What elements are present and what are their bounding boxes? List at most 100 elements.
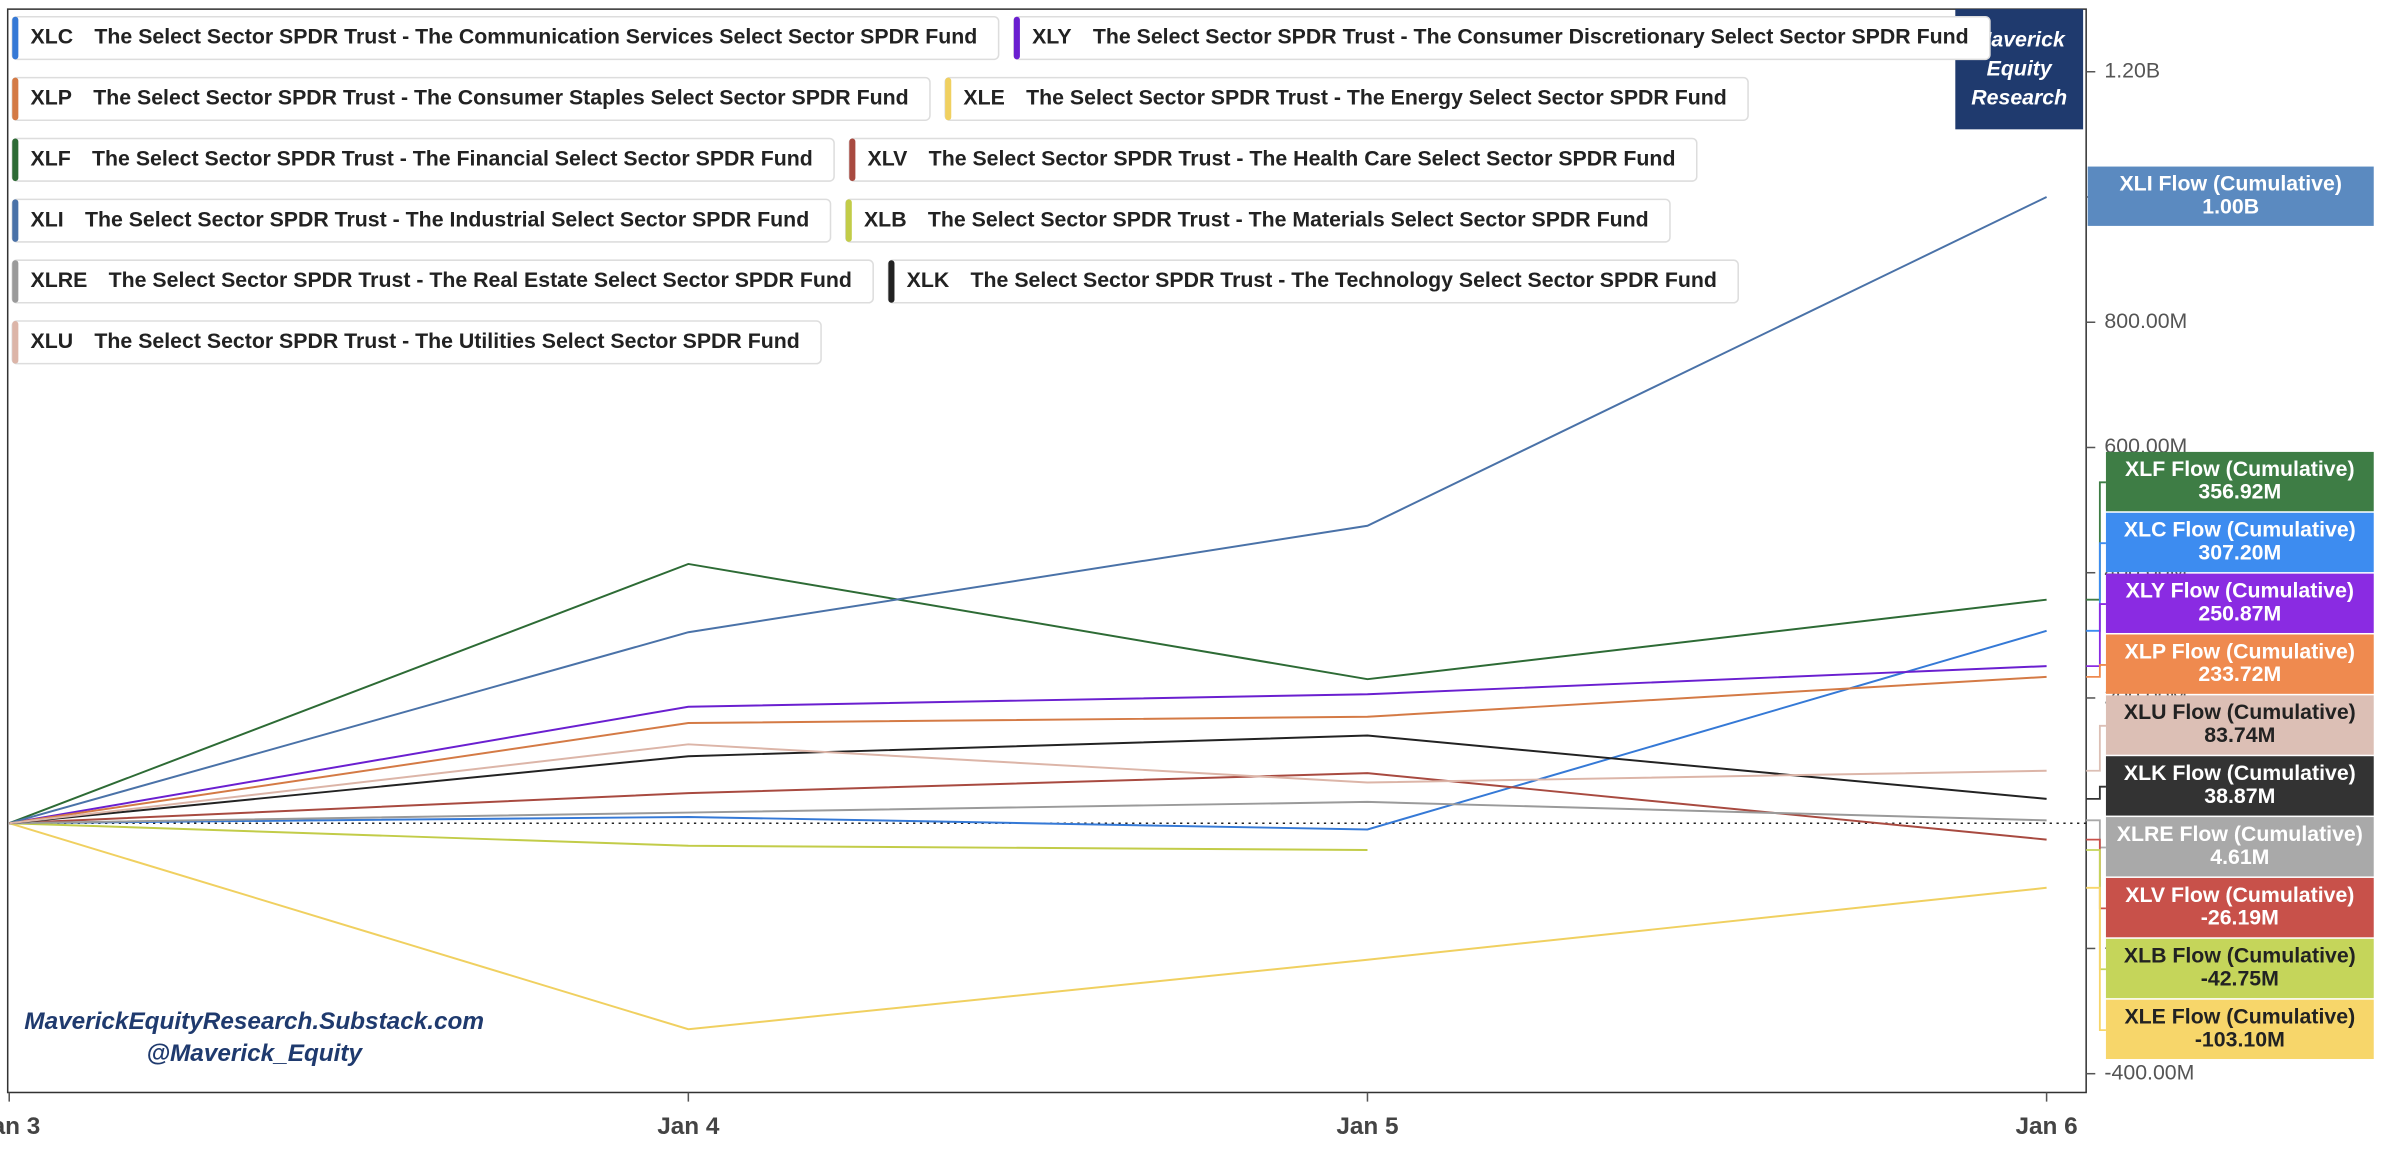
legend-name: The Select Sector SPDR Trust - The Energ… — [1026, 86, 1727, 110]
series-line — [9, 772, 2047, 841]
legend-ticker: XLP — [31, 86, 72, 110]
tag-box — [2105, 634, 2374, 694]
legend-item: XLV The Select Sector SPDR Trust - The He… — [848, 137, 1698, 182]
legend-ticker: XLI — [31, 207, 64, 231]
y-tick-label: 1.20B — [2104, 58, 2160, 82]
legend-swatch — [945, 77, 952, 121]
x-tick-label: Jan 3 — [0, 1113, 40, 1140]
legend-swatch — [12, 138, 19, 182]
x-tick-label: Jan 6 — [2015, 1113, 2077, 1140]
legend-ticker: XLB — [864, 207, 907, 231]
tag-connector — [2086, 886, 2106, 1032]
x-tick-label: Jan 4 — [657, 1113, 720, 1140]
plot-frame — [6, 8, 2087, 1094]
legend-swatch — [845, 199, 852, 242]
legend-item: XLE The Select Sector SPDR Trust - The En… — [944, 76, 1749, 121]
series-line — [8, 562, 2047, 825]
tag-value: 307.20M — [2198, 540, 2281, 564]
series-line — [9, 822, 1368, 851]
legend-name: The Select Sector SPDR Trust - The Commu… — [94, 25, 977, 49]
legend-name: The Select Sector SPDR Trust - The Finan… — [92, 146, 813, 170]
watermark-text: Equity — [1987, 57, 2053, 81]
tag-box — [2105, 573, 2374, 633]
tag-name: XLB Flow (Cumulative) — [2124, 944, 2356, 968]
tag-box — [2105, 695, 2374, 755]
legend-ticker: XLF — [31, 146, 71, 170]
legend-swatch — [12, 16, 19, 60]
tag-value: 83.74M — [2204, 723, 2275, 747]
series-line — [9, 800, 2047, 825]
legend-name: The Select Sector SPDR Trust - The Techn… — [971, 268, 1717, 292]
series-line — [8, 196, 2048, 825]
tag-connector — [2086, 785, 2106, 800]
tag-name: XLK Flow (Cumulative) — [2124, 761, 2356, 785]
tag-value: 4.61M — [2210, 845, 2269, 869]
legend-ticker: XLC — [31, 25, 74, 49]
y-tick-label: -400.00M — [2104, 1060, 2194, 1084]
tag-name: XLRE Flow (Cumulative) — [2117, 822, 2363, 846]
tag-connector — [2086, 481, 2106, 601]
legend-item: XLB The Select Sector SPDR Trust - The Ma… — [844, 198, 1671, 243]
tag-box — [2105, 756, 2374, 816]
series-line — [9, 675, 2047, 825]
series-line — [9, 629, 2047, 831]
legend-swatch — [1013, 16, 1020, 60]
legend-name: The Select Sector SPDR Trust - The Mater… — [928, 207, 1649, 231]
legend-name: The Select Sector SPDR Trust - The Consu… — [93, 86, 908, 110]
legend-name: The Select Sector SPDR Trust - The Consu… — [1093, 25, 1969, 49]
tag-box — [2105, 877, 2374, 938]
series-line — [9, 665, 2047, 825]
tag-connector — [2086, 724, 2106, 772]
tag-value: 233.72M — [2198, 662, 2281, 686]
tag-connector — [2086, 542, 2106, 632]
tag-box — [2105, 817, 2374, 877]
legend-item: XLP The Select Sector SPDR Trust - The Co… — [11, 76, 931, 121]
legend-swatch — [12, 260, 19, 303]
series-line — [9, 734, 2047, 825]
tag-connector — [2086, 819, 2106, 849]
tag-box — [2105, 512, 2374, 573]
tag-value: 250.87M — [2198, 601, 2281, 625]
tag-name: XLY Flow (Cumulative) — [2126, 579, 2354, 603]
legend-ticker: XLRE — [31, 268, 88, 292]
legend-item: XLI The Select Sector SPDR Trust - The In… — [11, 198, 832, 243]
x-tick-label: Jan 5 — [1336, 1113, 1398, 1140]
tag-value: -103.10M — [2195, 1027, 2285, 1051]
legend-item: XLK The Select Sector SPDR Trust - The Te… — [887, 259, 1739, 304]
tag-connector — [2086, 664, 2106, 678]
legend-swatch — [849, 138, 856, 182]
y-tick-label: 800.00M — [2104, 309, 2187, 333]
legend-item: XLC The Select Sector SPDR Trust - The Co… — [11, 15, 1000, 61]
legend-swatch — [12, 77, 19, 121]
legend-item: XLY The Select Sector SPDR Trust - The Co… — [1013, 15, 1991, 61]
tag-box — [2087, 166, 2374, 226]
legend-swatch — [888, 260, 895, 303]
tag-box — [2105, 999, 2374, 1060]
credit: MaverickEquityResearch.Substack.com — [24, 1008, 484, 1035]
legend-ticker: XLV — [868, 146, 909, 170]
legend-item: XLF The Select Sector SPDR Trust - The Fi… — [11, 137, 835, 182]
tag-name: XLP Flow (Cumulative) — [2125, 639, 2355, 663]
legend-item: XLU The Select Sector SPDR Trust - The Ut… — [11, 320, 822, 365]
tag-name: XLE Flow (Cumulative) — [2124, 1005, 2355, 1029]
tag-value: -42.75M — [2201, 967, 2279, 991]
series-line — [9, 743, 2047, 825]
tag-name: XLC Flow (Cumulative) — [2124, 518, 2356, 542]
tag-box — [2105, 938, 2374, 999]
tag-name: XLI Flow (Cumulative) — [2119, 171, 2341, 195]
tag-name: XLU Flow (Cumulative) — [2124, 700, 2356, 724]
tag-value: 356.92M — [2198, 480, 2281, 504]
legend-ticker: XLU — [31, 329, 74, 353]
legend-ticker: XLE — [963, 86, 1004, 110]
watermark-text: Maverick — [1974, 28, 2066, 52]
tag-value: 38.87M — [2204, 784, 2275, 808]
watermark-text: Research — [1971, 86, 2067, 110]
tag-name: XLV Flow (Cumulative) — [2125, 883, 2354, 907]
tag-box — [2105, 451, 2374, 512]
credit: @Maverick_Equity — [146, 1040, 363, 1067]
tag-name: XLF Flow (Cumulative) — [2125, 457, 2355, 481]
legend-ticker: XLY — [1032, 25, 1071, 49]
legend-swatch — [12, 321, 19, 364]
